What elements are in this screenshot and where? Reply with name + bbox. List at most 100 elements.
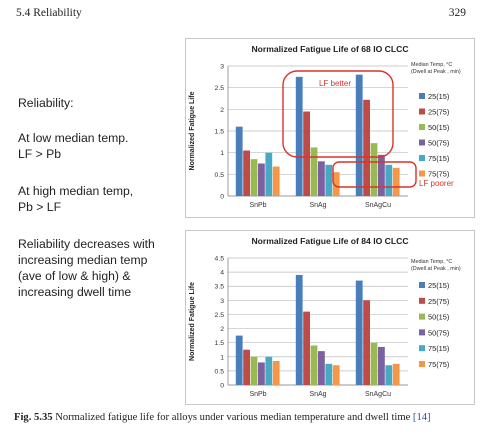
legend-subtitle: (Dwell at Peak , min) bbox=[411, 69, 461, 75]
x-tick-label: SnPb bbox=[249, 202, 266, 209]
slide-text-line: Pb > LF bbox=[18, 200, 62, 214]
y-tick-label: 0 bbox=[220, 383, 224, 390]
bar-75-15 bbox=[325, 164, 333, 196]
citation-link[interactable]: [14] bbox=[412, 412, 431, 423]
figure-label: Fig. 5.35 bbox=[14, 412, 53, 423]
slide-text-line: Reliability decreases with bbox=[18, 237, 155, 251]
bar-25-75 bbox=[303, 111, 310, 196]
bar-25-75 bbox=[243, 150, 250, 196]
y-tick-label: 2 bbox=[220, 326, 224, 333]
bar-50-75 bbox=[258, 362, 265, 385]
y-tick-label: 1.5 bbox=[215, 129, 225, 136]
bar-25-15 bbox=[235, 335, 243, 385]
bar-50-75 bbox=[318, 351, 325, 385]
legend-title: Median Temp, °C bbox=[411, 259, 452, 265]
y-tick-label: 2.5 bbox=[215, 85, 225, 92]
slide-text-line: Reliability: bbox=[18, 96, 74, 110]
bar-75-15 bbox=[265, 152, 273, 196]
slide-text-line: increasing dwell time bbox=[18, 285, 132, 299]
legend-swatch bbox=[419, 361, 425, 367]
bar-50-15 bbox=[310, 147, 318, 196]
slide-text-line: At high median temp, bbox=[18, 184, 134, 198]
bar-75-15 bbox=[385, 164, 393, 196]
slide-text-line: LF > Pb bbox=[18, 147, 62, 161]
legend-title: Median Temp, °C bbox=[411, 62, 452, 68]
legend-swatch bbox=[419, 93, 425, 99]
x-tick-label: SnAgCu bbox=[365, 391, 391, 398]
bar-50-15 bbox=[370, 143, 378, 196]
y-tick-label: 4 bbox=[220, 270, 224, 277]
x-tick-label: SnAg bbox=[309, 202, 326, 209]
running-header-section: 5.4 Reliability bbox=[16, 7, 82, 19]
bar-50-75 bbox=[378, 346, 385, 385]
legend-label: 50(75) bbox=[428, 139, 449, 148]
chart-title: Normalized Fatigue Life of 68 IO CLCC bbox=[251, 44, 408, 54]
bar-75-15 bbox=[265, 356, 273, 385]
chart-84-io-clcc: Normalized Fatigue Life of 84 IO CLCC 0 0.… bbox=[185, 230, 475, 405]
slide-text-line: At low median temp. bbox=[18, 131, 129, 145]
bar-75-75 bbox=[272, 166, 280, 196]
caption-text: Normalized fatigue life for alloys under… bbox=[52, 412, 413, 423]
bar-50-75 bbox=[258, 163, 265, 196]
y-tick-label: 1.5 bbox=[215, 340, 225, 347]
y-tick-label: 3 bbox=[220, 64, 224, 71]
x-tick-label: SnAgCu bbox=[365, 202, 391, 209]
legend-swatch bbox=[419, 155, 425, 161]
legend-swatch bbox=[419, 170, 425, 177]
legend-label: 25(15) bbox=[428, 281, 449, 290]
legend-label: 25(75) bbox=[428, 108, 449, 117]
legend-swatch bbox=[419, 329, 425, 336]
y-tick-label: 0.5 bbox=[215, 368, 225, 375]
slide-text-block-1: Reliability: bbox=[18, 95, 203, 111]
lf-better-highlight bbox=[282, 70, 394, 158]
y-tick-label: 2 bbox=[220, 107, 224, 114]
legend-label: 25(15) bbox=[428, 92, 449, 101]
legend-label: 50(15) bbox=[428, 123, 449, 132]
bar-75-75 bbox=[392, 363, 400, 385]
legend-label: 75(15) bbox=[428, 344, 449, 353]
bar-75-15 bbox=[385, 365, 393, 385]
bar-50-15 bbox=[370, 342, 378, 385]
y-tick-label: 4.5 bbox=[215, 256, 225, 263]
legend-swatch bbox=[419, 139, 425, 146]
legend-label: 75(75) bbox=[428, 360, 449, 369]
chart-68-io-clcc: Normalized Fatigue Life of 68 IO CLCC 0 0.… bbox=[185, 38, 475, 218]
slide-text-line: increasing median temp bbox=[18, 253, 148, 267]
y-tick-label: 0 bbox=[220, 194, 224, 201]
legend-swatch bbox=[419, 124, 425, 130]
legend-label: 75(75) bbox=[428, 170, 449, 179]
legend-subtitle: (Dwell at Peak , min) bbox=[411, 266, 461, 272]
bar-25-15 bbox=[295, 274, 303, 385]
legend-swatch bbox=[419, 282, 425, 288]
bar-50-15 bbox=[250, 159, 258, 196]
bar-75-75 bbox=[392, 167, 400, 196]
slide-text-block-4: Reliability decreases with increasing me… bbox=[18, 236, 203, 300]
lf-poorer-highlight bbox=[332, 161, 417, 188]
lf-poorer-label: LF poorer bbox=[419, 179, 454, 188]
chart-title: Normalized Fatigue Life of 84 IO CLCC bbox=[251, 236, 408, 246]
slide-text-line: (ave of low & high) & bbox=[18, 269, 131, 283]
legend-swatch bbox=[419, 297, 425, 304]
x-tick-label: SnPb bbox=[249, 391, 266, 398]
bar-25-75 bbox=[363, 300, 370, 385]
y-tick-label: 2.5 bbox=[215, 312, 225, 319]
bar-75-75 bbox=[332, 172, 340, 196]
bar-25-15 bbox=[355, 74, 363, 196]
legend-label: 25(75) bbox=[428, 297, 449, 306]
bar-25-75 bbox=[303, 311, 310, 385]
y-tick-label: 1 bbox=[220, 150, 224, 157]
legend-label: 50(15) bbox=[428, 313, 449, 322]
x-tick-label: SnAg bbox=[309, 391, 326, 398]
legend-label: 50(75) bbox=[428, 328, 449, 337]
bar-50-15 bbox=[310, 345, 318, 385]
slide-text-block-2: At low median temp. LF > Pb bbox=[18, 130, 203, 162]
bar-25-75 bbox=[363, 99, 370, 196]
legend-swatch bbox=[419, 345, 425, 352]
legend-label: 75(15) bbox=[428, 154, 449, 163]
bar-75-75 bbox=[272, 361, 280, 385]
bar-25-75 bbox=[243, 349, 250, 385]
legend-swatch bbox=[419, 108, 425, 115]
y-tick-label: 3 bbox=[220, 298, 224, 305]
bar-25-15 bbox=[355, 280, 363, 385]
y-tick-label: 1 bbox=[220, 354, 224, 361]
